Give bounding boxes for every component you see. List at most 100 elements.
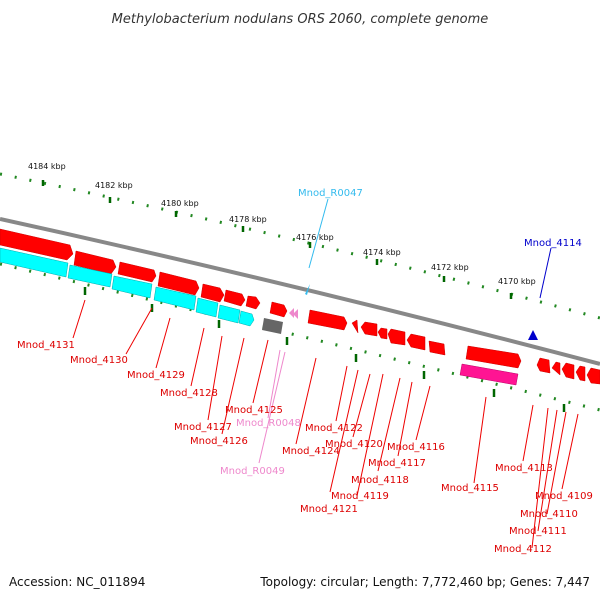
trna-feature bbox=[305, 284, 310, 295]
gene-feature bbox=[117, 261, 157, 283]
kbp-label: 4170 kbp bbox=[498, 277, 536, 286]
outer-scale-ring bbox=[0, 172, 600, 320]
gray-feature bbox=[262, 318, 283, 334]
kbp-label: 4180 kbp bbox=[161, 199, 199, 208]
leader-line bbox=[537, 409, 558, 532]
gene-feature bbox=[428, 340, 446, 356]
gene-feature bbox=[0, 228, 74, 261]
leader-line bbox=[531, 407, 549, 549]
gene-feature bbox=[157, 271, 200, 296]
gene-feature bbox=[536, 357, 551, 374]
gene-feature bbox=[245, 295, 261, 310]
gene-label: Mnod_4121 bbox=[300, 504, 358, 515]
gene-feature bbox=[551, 361, 561, 376]
gene-feature bbox=[0, 247, 69, 278]
gene-label: Mnod_4131 bbox=[17, 340, 75, 351]
leader-line bbox=[522, 404, 534, 462]
trna-feature bbox=[528, 330, 538, 340]
leader-line bbox=[335, 365, 348, 422]
leader-line bbox=[473, 396, 487, 484]
genome-backbone bbox=[0, 217, 600, 366]
gene-label: Mnod_R0049 bbox=[220, 466, 285, 477]
kbp-label: 4178 kbp bbox=[229, 215, 267, 224]
leader-line bbox=[258, 351, 286, 464]
leader-line bbox=[561, 413, 579, 490]
cyan-strand-genes bbox=[0, 247, 255, 327]
leader-line bbox=[125, 307, 153, 355]
gene-label: Mnod_4129 bbox=[127, 370, 185, 381]
gene-label: Mnod_4111 bbox=[509, 526, 567, 537]
gene-label: Mnod_4114 bbox=[524, 238, 582, 249]
gene-feature bbox=[223, 289, 246, 307]
gene-label: Mnod_4122 bbox=[305, 423, 363, 434]
gene-feature bbox=[195, 297, 219, 318]
gene-feature bbox=[406, 333, 426, 351]
gene-feature bbox=[67, 264, 113, 288]
leader-line bbox=[539, 247, 552, 299]
gene-label: Mnod_4113 bbox=[495, 463, 553, 474]
gene-label: Mnod_4117 bbox=[368, 458, 426, 469]
rrna-feature bbox=[289, 308, 294, 318]
gene-label: Mnod_4116 bbox=[387, 442, 445, 453]
gene-label: Mnod_4115 bbox=[441, 483, 499, 494]
gene-label: Mnod_R0048 bbox=[236, 418, 301, 429]
leader-line bbox=[252, 339, 269, 404]
gene-label: Mnod_4109 bbox=[535, 491, 593, 502]
gene-feature bbox=[360, 321, 378, 337]
gene-feature bbox=[561, 362, 575, 380]
inner-scale-ring bbox=[0, 262, 600, 412]
leader-line bbox=[190, 327, 205, 387]
kbp-label: 4182 kbp bbox=[95, 181, 133, 190]
leader-line bbox=[72, 299, 86, 339]
gene-label: Mnod_4127 bbox=[174, 422, 232, 433]
gene-label: Mnod_4128 bbox=[160, 388, 218, 399]
gene-feature bbox=[377, 327, 388, 340]
gene-label: Mnod_4126 bbox=[190, 436, 248, 447]
gene-feature bbox=[465, 345, 522, 369]
gene-feature bbox=[575, 365, 586, 382]
leader-line bbox=[377, 377, 401, 472]
gene-label: Mnod_R0047 bbox=[298, 188, 363, 199]
gene-label: Mnod_4125 bbox=[225, 405, 283, 416]
leader-line bbox=[207, 335, 223, 421]
gene-feature bbox=[238, 310, 255, 327]
leader-line bbox=[397, 381, 413, 457]
kbp-label: 4174 kbp bbox=[363, 248, 401, 257]
gene-feature bbox=[111, 275, 153, 299]
gene-label: Mnod_4110 bbox=[520, 509, 578, 520]
gene-label: Mnod_4124 bbox=[282, 446, 340, 457]
gene-feature bbox=[200, 283, 225, 303]
gene-feature bbox=[153, 286, 197, 311]
gene-feature bbox=[387, 328, 406, 346]
pseudogene-feature bbox=[459, 363, 519, 386]
topology-text: Topology: circular; Length: 7,772,460 bp… bbox=[259, 575, 590, 589]
leader-line bbox=[308, 198, 329, 269]
gene-feature bbox=[73, 250, 117, 275]
leader-line bbox=[155, 317, 171, 369]
map-title: Methylobacterium nodulans ORS 2060, comp… bbox=[112, 12, 489, 27]
label-leader-lines bbox=[72, 198, 579, 549]
leader-line bbox=[546, 411, 567, 515]
gene-label: Mnod_4112 bbox=[494, 544, 552, 555]
gene-label: Mnod_4130 bbox=[70, 355, 128, 366]
gene-feature bbox=[351, 319, 359, 334]
gene-label: Mnod_4120 bbox=[325, 439, 383, 450]
rrna-feature bbox=[293, 309, 298, 319]
leader-line bbox=[356, 373, 384, 497]
leader-line bbox=[415, 385, 431, 441]
gene-feature bbox=[586, 367, 600, 385]
accession-text: Accession: NC_011894 bbox=[9, 575, 145, 589]
leader-line bbox=[267, 349, 281, 419]
leader-line bbox=[295, 357, 317, 445]
kbp-label: 4172 kbp bbox=[431, 263, 469, 272]
gene-label: Mnod_4118 bbox=[351, 475, 409, 486]
gene-label: Mnod_4119 bbox=[331, 491, 389, 502]
leader-line bbox=[329, 369, 359, 493]
leader-line bbox=[352, 373, 371, 438]
gene-feature bbox=[269, 301, 288, 318]
gene-feature bbox=[307, 309, 348, 331]
leader-line bbox=[221, 337, 245, 435]
forward-strand-genes bbox=[0, 228, 600, 385]
kbp-label: 4176 kbp bbox=[296, 233, 334, 242]
